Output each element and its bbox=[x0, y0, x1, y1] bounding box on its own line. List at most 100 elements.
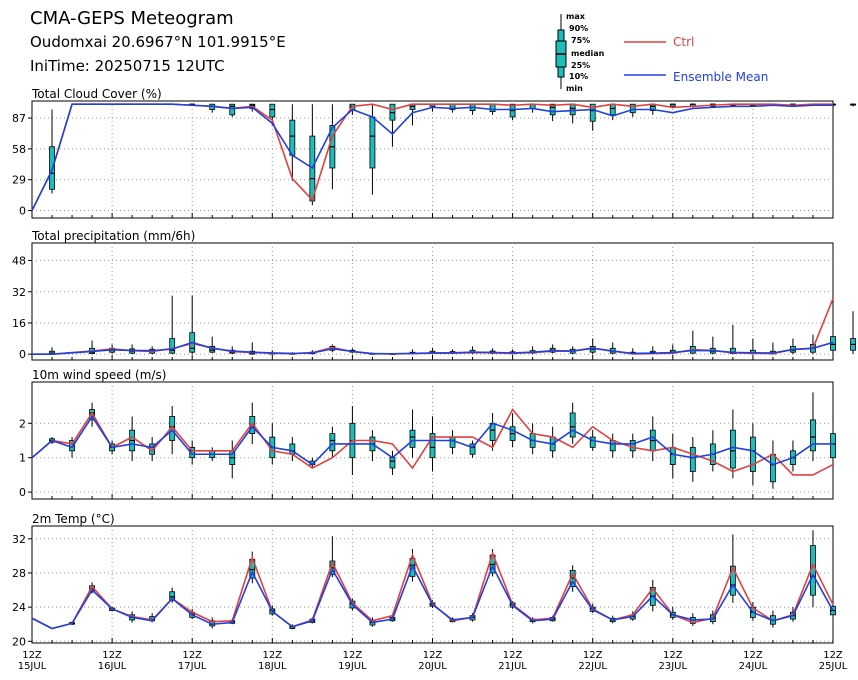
box-body bbox=[750, 436, 756, 472]
box-41 bbox=[850, 311, 856, 355]
legend-median-label: median bbox=[571, 49, 605, 58]
y-tick-label: 28 bbox=[12, 567, 26, 580]
mean-line bbox=[31, 414, 833, 466]
x-tick-date: 15JUL bbox=[18, 661, 47, 672]
y-tick-label: 58 bbox=[12, 143, 26, 156]
x-tick-date: 22JUL bbox=[578, 661, 607, 672]
x-tick-date: 20JUL bbox=[418, 661, 447, 672]
box-body bbox=[549, 103, 556, 116]
x-tick-date: 21JUL bbox=[498, 661, 527, 672]
x-tick-hour: 12Z bbox=[583, 650, 603, 661]
box-27 bbox=[569, 402, 576, 444]
mean-line bbox=[32, 341, 834, 355]
box-legend: max 90% 75% median 25% 10% min bbox=[555, 12, 605, 93]
legend-min-label: min bbox=[566, 84, 583, 93]
box-15 bbox=[329, 104, 336, 190]
box-21 bbox=[449, 430, 456, 455]
x-tick-hour: 12Z bbox=[263, 650, 283, 661]
box-body bbox=[770, 453, 776, 483]
box-29 bbox=[609, 103, 616, 121]
line-legend: Ctrl Ensemble Mean bbox=[624, 35, 768, 84]
y-tick-label: 16 bbox=[12, 317, 26, 330]
x-tick-hour: 12Z bbox=[102, 650, 122, 661]
legend-max-label: max bbox=[566, 12, 586, 21]
box-14 bbox=[309, 104, 316, 206]
box-28 bbox=[589, 338, 596, 355]
box-36 bbox=[750, 423, 756, 486]
x-tick-hour: 12Z bbox=[743, 650, 763, 661]
panel-frame-temp bbox=[31, 525, 834, 644]
x-axis: 12Z15JUL12Z16JUL12Z17JUL12Z18JUL12Z19JUL… bbox=[18, 650, 848, 672]
box-39 bbox=[810, 392, 816, 462]
y-tick-label: 2 bbox=[19, 417, 26, 430]
box-7 bbox=[169, 587, 176, 603]
box-body bbox=[469, 443, 476, 455]
init-time-line: IniTime: 20250715 12UTC bbox=[30, 57, 225, 75]
box-36 bbox=[750, 338, 756, 355]
box-body bbox=[289, 119, 296, 156]
box-40 bbox=[830, 299, 836, 355]
box-body bbox=[489, 103, 496, 113]
x-tick-date: 25JUL bbox=[819, 661, 848, 672]
box-33 bbox=[689, 437, 696, 482]
box-32 bbox=[669, 433, 676, 479]
y-tick-label: 87 bbox=[12, 112, 26, 125]
box-1 bbox=[49, 109, 55, 194]
x-tick-hour: 12Z bbox=[22, 650, 42, 661]
box-body bbox=[169, 591, 176, 601]
box-body bbox=[669, 446, 676, 465]
box-35 bbox=[729, 409, 736, 479]
box-35 bbox=[729, 324, 736, 355]
box-body bbox=[609, 103, 616, 116]
y-tick-label: 48 bbox=[12, 255, 26, 268]
legend-p90-label: 90% bbox=[569, 24, 588, 33]
box-body bbox=[729, 429, 736, 469]
box-body bbox=[329, 433, 336, 452]
box-body bbox=[169, 416, 176, 441]
y-tick-label: 29 bbox=[12, 174, 26, 187]
box-body bbox=[589, 103, 596, 122]
mean-line bbox=[31, 564, 834, 630]
y-tick-label: 0 bbox=[19, 348, 26, 361]
box-5 bbox=[129, 416, 136, 462]
x-tick-hour: 12Z bbox=[423, 650, 443, 661]
box-body bbox=[830, 433, 836, 459]
y-tick-label: 1 bbox=[19, 452, 26, 465]
x-tick-hour: 12Z bbox=[663, 650, 683, 661]
y-tick-label: 20 bbox=[12, 635, 26, 648]
box-34 bbox=[709, 430, 716, 472]
mean-line bbox=[31, 103, 833, 211]
panel-title-temp: 2m Temp (°C) bbox=[32, 512, 115, 526]
box-15 bbox=[329, 426, 336, 458]
box-body bbox=[629, 440, 636, 452]
box-26 bbox=[549, 103, 556, 122]
y-tick-label: 24 bbox=[12, 601, 26, 614]
box-19 bbox=[409, 409, 416, 458]
box-body bbox=[249, 416, 256, 435]
box-1 bbox=[49, 347, 55, 355]
box-5 bbox=[129, 344, 136, 355]
box-body bbox=[810, 419, 816, 452]
panel-title-cloud: Total Cloud Cover (%) bbox=[31, 87, 162, 101]
x-tick-date: 16JUL bbox=[98, 661, 127, 672]
box-body bbox=[189, 446, 196, 459]
box-18 bbox=[389, 450, 396, 475]
box-13 bbox=[289, 104, 296, 181]
y-tick-label: 0 bbox=[19, 486, 26, 499]
panel-wind: 10m wind speed (m/s) 0 1 2 bbox=[19, 368, 836, 500]
box-30 bbox=[629, 433, 636, 458]
panel-precipitation: Total precipitation (mm/6h) 0 16 32 48 bbox=[12, 229, 856, 361]
panel-cloud-cover: Total Cloud Cover (%) 0 29 58 87 bbox=[12, 87, 856, 219]
box-body bbox=[229, 103, 236, 116]
box-body bbox=[689, 446, 696, 472]
box-24 bbox=[509, 103, 516, 121]
x-tick-date: 23JUL bbox=[659, 661, 688, 672]
x-tick-hour: 12Z bbox=[343, 650, 363, 661]
box-7 bbox=[169, 295, 176, 355]
box-10 bbox=[229, 440, 236, 479]
box-body bbox=[569, 412, 576, 438]
box-22 bbox=[469, 103, 476, 115]
box-27 bbox=[569, 103, 576, 124]
x-tick-date: 24JUL bbox=[739, 661, 768, 672]
box-29 bbox=[609, 433, 616, 458]
